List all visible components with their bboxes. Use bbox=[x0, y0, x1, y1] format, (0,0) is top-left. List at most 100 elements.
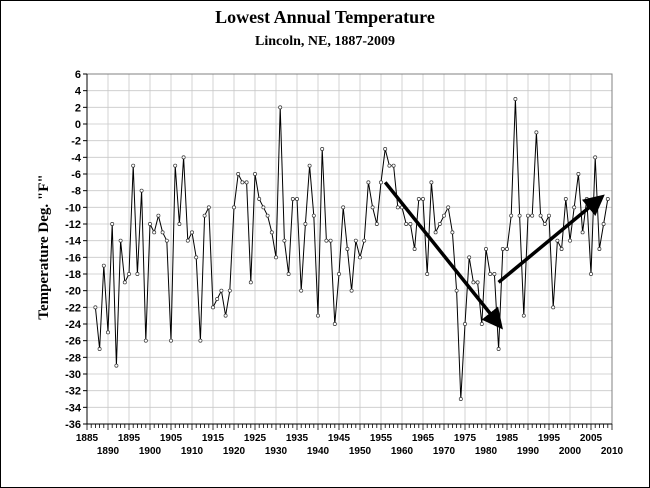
data-point bbox=[563, 197, 568, 201]
data-point bbox=[328, 238, 333, 243]
data-point bbox=[156, 213, 161, 218]
data-point bbox=[395, 205, 400, 210]
data-point bbox=[274, 255, 278, 260]
y-tick-label: -4 bbox=[71, 152, 82, 164]
data-point bbox=[425, 272, 430, 276]
data-point bbox=[106, 330, 110, 335]
x-tick-label: 2010 bbox=[601, 446, 624, 457]
data-point bbox=[534, 130, 539, 135]
y-tick-label: -18 bbox=[65, 269, 81, 281]
data-point bbox=[337, 272, 341, 276]
x-tick-label: 1995 bbox=[538, 433, 561, 444]
data-point bbox=[349, 288, 354, 293]
data-point bbox=[169, 338, 173, 343]
data-point bbox=[538, 213, 543, 218]
data-point bbox=[316, 313, 320, 318]
x-tick-label: 1925 bbox=[244, 433, 267, 444]
data-point bbox=[547, 213, 551, 218]
x-tick-label: 1890 bbox=[97, 446, 120, 457]
data-point bbox=[509, 213, 514, 218]
data-point bbox=[437, 222, 442, 226]
data-point bbox=[416, 197, 421, 201]
data-point bbox=[454, 288, 459, 293]
x-tick-label: 1965 bbox=[412, 433, 435, 444]
y-tick-label: -16 bbox=[65, 252, 81, 264]
y-tick-label: -24 bbox=[65, 319, 82, 331]
data-point bbox=[299, 288, 304, 293]
data-point bbox=[295, 197, 299, 201]
y-tick-label: -34 bbox=[65, 402, 82, 414]
data-point bbox=[114, 363, 119, 368]
data-point bbox=[471, 280, 476, 285]
data-point bbox=[408, 222, 413, 226]
chart-subtitle: Lincoln, NE, 1887-2009 bbox=[255, 34, 395, 49]
data-point bbox=[555, 238, 560, 243]
data-point bbox=[206, 205, 211, 210]
data-point bbox=[446, 205, 451, 210]
data-point bbox=[202, 213, 207, 218]
y-tick-label: -10 bbox=[65, 202, 81, 214]
x-tick-label: 1905 bbox=[160, 433, 183, 444]
data-point bbox=[97, 347, 102, 351]
y-tick-label: -14 bbox=[65, 236, 82, 248]
data-point bbox=[379, 180, 383, 185]
data-point bbox=[442, 213, 446, 218]
x-tick-label: 1985 bbox=[496, 433, 519, 444]
data-point bbox=[307, 163, 312, 168]
y-tick-label: 0 bbox=[75, 119, 81, 131]
x-tick-label: 1900 bbox=[139, 446, 162, 457]
data-point bbox=[412, 247, 417, 251]
data-point bbox=[421, 197, 425, 201]
series-polyline bbox=[94, 98, 609, 400]
data-point bbox=[341, 205, 346, 210]
data-point bbox=[269, 230, 274, 235]
y-tick-label: -22 bbox=[65, 302, 81, 314]
data-point bbox=[467, 255, 472, 260]
data-point bbox=[232, 205, 236, 210]
data-point bbox=[248, 280, 253, 285]
data-point bbox=[173, 163, 178, 168]
data-point bbox=[181, 155, 186, 160]
data-point bbox=[164, 238, 169, 243]
data-point bbox=[227, 288, 232, 293]
data-point bbox=[110, 222, 115, 226]
data-point bbox=[198, 338, 203, 343]
x-tick-label: 1980 bbox=[475, 446, 498, 457]
data-point bbox=[219, 288, 224, 293]
data-point bbox=[450, 230, 455, 235]
y-tick-label: -2 bbox=[71, 136, 81, 148]
x-tick-label: 1945 bbox=[328, 433, 351, 444]
data-point bbox=[568, 238, 572, 243]
data-point bbox=[131, 163, 136, 168]
data-point bbox=[513, 97, 518, 101]
data-point bbox=[484, 247, 488, 251]
data-point bbox=[458, 397, 463, 401]
data-point bbox=[286, 272, 291, 276]
y-tick-label: -6 bbox=[71, 169, 81, 181]
data-point bbox=[185, 238, 190, 243]
data-point bbox=[593, 155, 598, 160]
data-point bbox=[429, 180, 434, 185]
data-point bbox=[240, 180, 245, 185]
data-point bbox=[404, 222, 409, 226]
data-point bbox=[576, 172, 581, 176]
x-tick-label: 1895 bbox=[118, 433, 141, 444]
data-point bbox=[282, 238, 287, 243]
y-tick-label: 2 bbox=[75, 102, 81, 114]
plot-area bbox=[86, 73, 613, 425]
data-point bbox=[93, 305, 98, 310]
data-point bbox=[236, 172, 241, 176]
data-point bbox=[366, 180, 371, 185]
x-tick-label: 2005 bbox=[580, 433, 603, 444]
data-point bbox=[290, 197, 295, 201]
data-point bbox=[580, 230, 585, 235]
y-tick-label: -26 bbox=[65, 336, 81, 348]
data-point bbox=[139, 188, 144, 193]
data-point bbox=[391, 163, 396, 168]
data-point bbox=[311, 213, 316, 218]
data-point bbox=[589, 272, 593, 276]
axes: 6 4 2 0 -2 -4 -6 -8 -10 -12 -14 -16 -18 -20 -22 -24 -26 -… bbox=[65, 69, 623, 457]
data-point bbox=[387, 163, 392, 168]
data-point bbox=[194, 255, 199, 260]
x-tick-label: 1935 bbox=[286, 433, 309, 444]
